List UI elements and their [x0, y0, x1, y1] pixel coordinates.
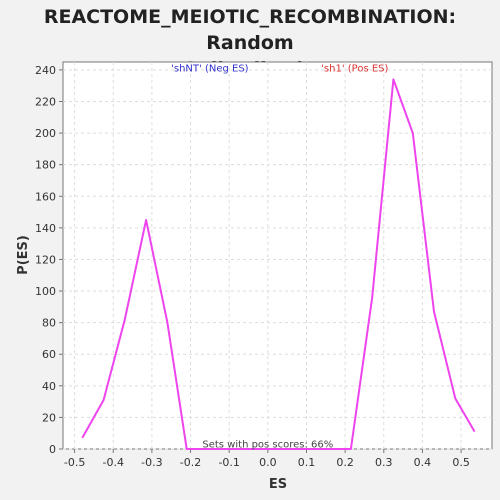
- axis-layer: -0.5 -0.4 -0.3 -0.2 -0.1 0.0 0.1 0.2 0.3 0.4 0.5 0 2…: [35, 64, 470, 469]
- y-tick-label: 200: [35, 127, 56, 140]
- x-tick-label: -0.2: [180, 456, 201, 469]
- y-tick-label: 220: [35, 95, 56, 108]
- plot-area: [62, 61, 493, 450]
- y-tick-label: 60: [42, 348, 56, 361]
- x-tick-label: 0.3: [375, 456, 393, 469]
- x-tick-label: -0.1: [218, 456, 239, 469]
- y-tick-label: 160: [35, 190, 56, 203]
- x-tick-label: -0.5: [64, 456, 85, 469]
- y-tick-label: 120: [35, 253, 56, 266]
- y-tick-label: 100: [35, 285, 56, 298]
- x-tick-label: 0.2: [336, 456, 354, 469]
- x-tick-label: 0.4: [414, 456, 432, 469]
- y-tick-label: 140: [35, 222, 56, 235]
- series-layer: [81, 78, 476, 450]
- chart-annotation: 'shNT' (Neg ES): [171, 63, 249, 74]
- x-axis-title: ES: [269, 477, 287, 492]
- x-tick-label: 0.1: [298, 456, 316, 469]
- chart-annotation: Sets with pos scores: 66%: [202, 439, 333, 450]
- y-tick-label: 240: [35, 64, 56, 77]
- x-tick-label: -0.4: [103, 456, 124, 469]
- annotation-layer: 'shNT' (Neg ES) 'sh1' (Pos ES) Sets with p…: [171, 63, 388, 450]
- grid-layer: [63, 62, 492, 450]
- x-tick-label: 0.0: [259, 456, 277, 469]
- x-tick-label: 0.5: [452, 456, 470, 469]
- chart-title-line1: REACTOME_MEIOTIC_RECOMBINATION: Random: [43, 6, 457, 54]
- y-tick-label: 0: [49, 443, 56, 456]
- series-line: [81, 78, 476, 450]
- x-tick-label: -0.3: [141, 456, 162, 469]
- y-tick-label: 180: [35, 159, 56, 172]
- y-axis-title: P(ES): [16, 235, 31, 275]
- y-tick-label: 80: [42, 317, 56, 330]
- y-tick-label: 20: [42, 411, 56, 424]
- chart-annotation: 'sh1' (Pos ES): [321, 63, 388, 74]
- y-tick-label: 40: [42, 380, 56, 393]
